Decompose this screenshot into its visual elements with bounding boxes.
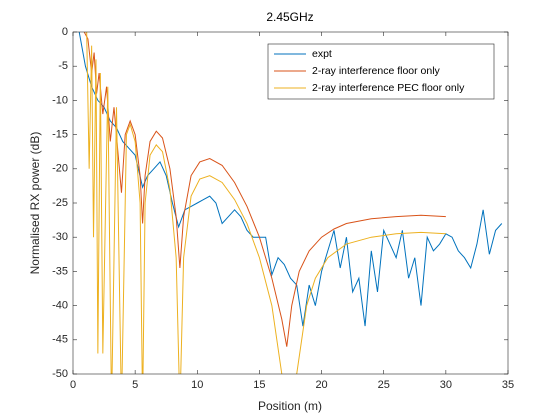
x-tick-label: 5 [132,379,138,391]
plot-lines [78,32,503,374]
y-tick-label: -25 [52,197,68,209]
x-tick-label: 20 [315,379,327,391]
y-tick-label: -45 [52,334,68,346]
x-tick-label: 15 [253,379,265,391]
x-tick-label: 10 [191,379,203,391]
legend-label: expt [312,48,332,60]
chart-title: 2.45GHz [266,10,313,24]
x-axis-label: Position (m) [258,399,322,413]
series-line [78,32,503,327]
axes: 0 5 10 15 20 25 30 35-50-45-40-35-30-25-20-15-1… [52,26,514,391]
y-tick-label: -30 [52,231,68,243]
y-tick-label: -50 [52,368,68,380]
y-tick-label: -15 [52,129,68,141]
series-line [84,32,446,374]
legend: expt 2-ray interference floor only 2-ray i… [267,43,495,100]
y-tick-label: -40 [52,300,68,312]
legend-label: 2-ray interference PEC floor only [312,82,465,94]
y-tick-label: -20 [52,163,68,175]
x-tick-label: 30 [440,379,452,391]
legend-label: 2-ray interference floor only [312,65,441,77]
x-tick-label: 25 [378,379,390,391]
y-tick-label: 0 [62,26,68,38]
y-tick-label: -35 [52,265,68,277]
x-tick-label: 35 [502,379,514,391]
y-axis-label: Normalised RX power (dB) [28,132,42,275]
y-tick-label: -5 [58,60,68,72]
y-tick-label: -10 [52,94,68,106]
x-tick-label: 0 [70,379,76,391]
